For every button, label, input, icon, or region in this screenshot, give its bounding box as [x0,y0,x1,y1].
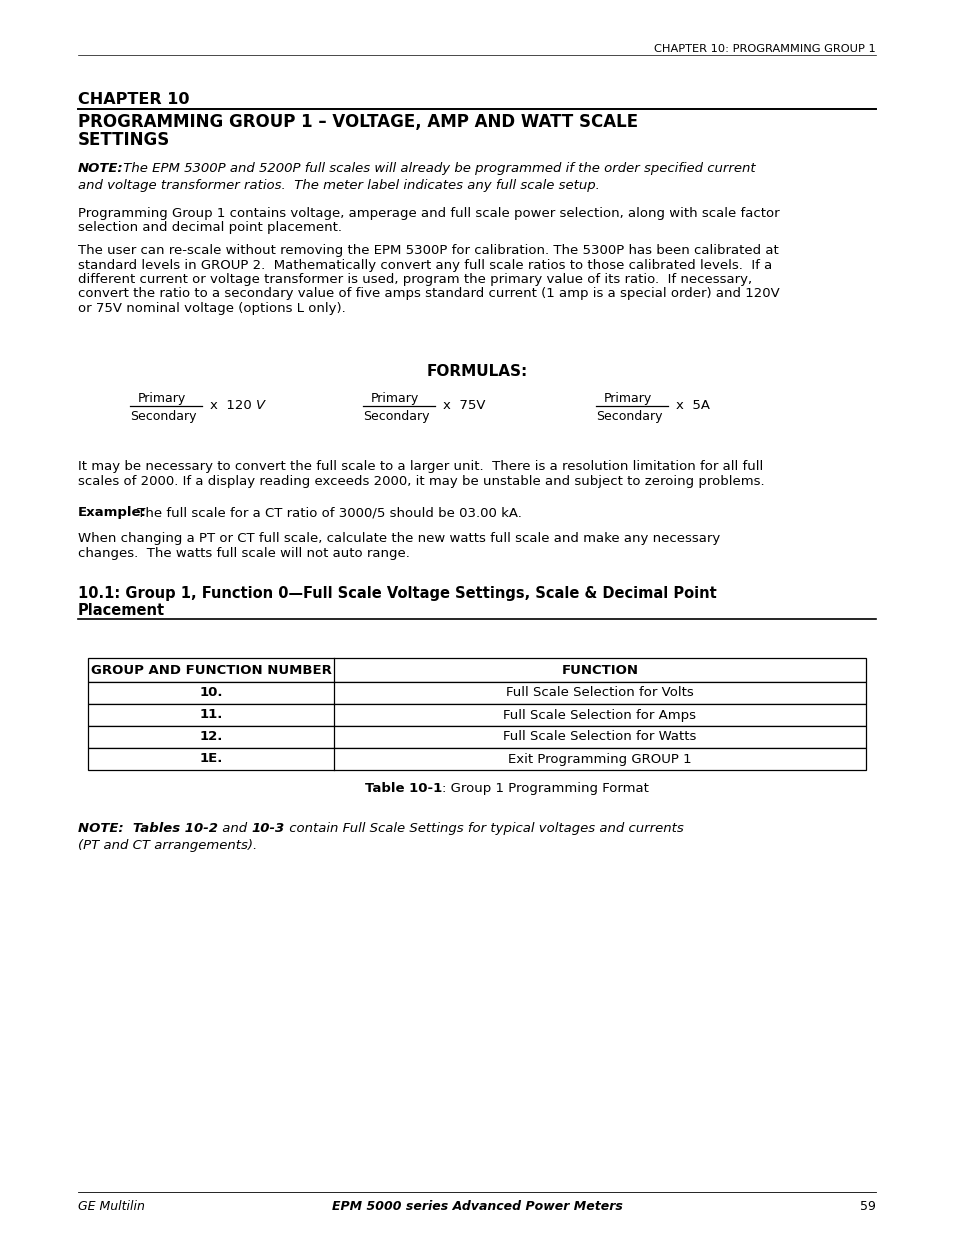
Text: Primary: Primary [603,391,652,405]
Text: 12.: 12. [199,730,222,743]
Text: CHAPTER 10: CHAPTER 10 [78,91,190,107]
Text: EPM 5000 series Advanced Power Meters: EPM 5000 series Advanced Power Meters [332,1200,621,1213]
Text: Primary: Primary [371,391,418,405]
Text: Example:: Example: [78,506,147,519]
Text: NOTE:  Tables 10-2: NOTE: Tables 10-2 [78,823,218,835]
Text: FORMULAS:: FORMULAS: [426,364,527,379]
Text: Full Scale Selection for Amps: Full Scale Selection for Amps [503,709,696,721]
Text: and voltage transformer ratios.  The meter label indicates any full scale setup.: and voltage transformer ratios. The mete… [78,179,599,191]
Text: The full scale for a CT ratio of 3000/5 should be 03.00 kA.: The full scale for a CT ratio of 3000/5 … [132,506,521,519]
Text: Secondary: Secondary [130,410,196,424]
Bar [88,682,865,704]
Text: V: V [255,399,265,412]
Text: Secondary: Secondary [596,410,661,424]
Text: Table 10-1: Table 10-1 [364,782,441,795]
Text: or 75V nominal voltage (options L only).: or 75V nominal voltage (options L only). [78,303,345,315]
Text: and: and [218,823,251,835]
Text: contain Full Scale Settings for typical voltages and currents: contain Full Scale Settings for typical … [284,823,682,835]
Text: GROUP AND FUNCTION NUMBER: GROUP AND FUNCTION NUMBER [91,663,331,677]
Text: different current or voltage transformer is used, program the primary value of i: different current or voltage transformer… [78,273,751,287]
Text: x  75V: x 75V [442,399,485,412]
Text: scales of 2000. If a display reading exceeds 2000, it may be unstable and subjec: scales of 2000. If a display reading exc… [78,474,763,488]
Text: Placement: Placement [78,603,165,618]
Bar [88,726,865,748]
Text: x  120: x 120 [210,399,252,412]
Bar [88,658,865,682]
Text: When changing a PT or CT full scale, calculate the new watts full scale and make: When changing a PT or CT full scale, cal… [78,532,720,545]
Text: Programming Group 1 contains voltage, amperage and full scale power selection, a: Programming Group 1 contains voltage, am… [78,207,779,220]
Bar [88,748,865,769]
Text: Secondary: Secondary [363,410,429,424]
Text: : Group 1 Programming Format: : Group 1 Programming Format [441,782,648,795]
Text: Exit Programming GROUP 1: Exit Programming GROUP 1 [508,752,691,766]
Text: changes.  The watts full scale will not auto range.: changes. The watts full scale will not a… [78,547,410,559]
Text: 11.: 11. [199,709,222,721]
Text: The EPM 5300P and 5200P full scales will already be programmed if the order spec: The EPM 5300P and 5200P full scales will… [119,162,755,175]
Bar [88,704,865,726]
Text: x  5A: x 5A [676,399,709,412]
Text: NOTE:: NOTE: [78,162,124,175]
Text: GE Multilin: GE Multilin [78,1200,145,1213]
Text: 10.: 10. [199,687,222,699]
Text: CHAPTER 10: PROGRAMMING GROUP 1: CHAPTER 10: PROGRAMMING GROUP 1 [654,44,875,54]
Text: 10-3: 10-3 [251,823,284,835]
Text: standard levels in GROUP 2.  Mathematically convert any full scale ratios to tho: standard levels in GROUP 2. Mathematical… [78,258,771,272]
Text: SETTINGS: SETTINGS [78,131,170,149]
Text: 1E.: 1E. [199,752,222,766]
Text: Primary: Primary [138,391,186,405]
Text: Full Scale Selection for Volts: Full Scale Selection for Volts [506,687,693,699]
Text: 10.1: Group 1, Function 0—Full Scale Voltage Settings, Scale & Decimal Point: 10.1: Group 1, Function 0—Full Scale Vol… [78,585,716,601]
Text: 59: 59 [860,1200,875,1213]
Text: (PT and CT arrangements).: (PT and CT arrangements). [78,839,257,851]
Text: FUNCTION: FUNCTION [561,663,638,677]
Text: selection and decimal point placement.: selection and decimal point placement. [78,221,341,235]
Text: convert the ratio to a secondary value of five amps standard current (1 amp is a: convert the ratio to a secondary value o… [78,288,779,300]
Text: PROGRAMMING GROUP 1 – VOLTAGE, AMP AND WATT SCALE: PROGRAMMING GROUP 1 – VOLTAGE, AMP AND W… [78,112,638,131]
Text: The user can re-scale without removing the EPM 5300P for calibration. The 5300P : The user can re-scale without removing t… [78,245,778,257]
Text: It may be necessary to convert the full scale to a larger unit.  There is a reso: It may be necessary to convert the full … [78,459,762,473]
Text: Full Scale Selection for Watts: Full Scale Selection for Watts [503,730,696,743]
